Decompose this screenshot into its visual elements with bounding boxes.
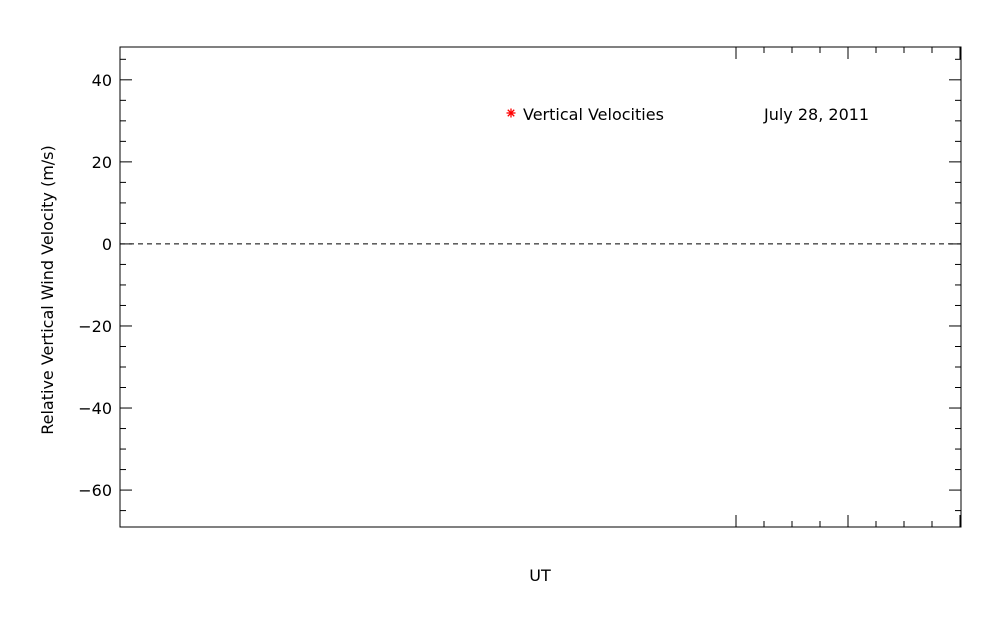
y-tick-label: −60 [78, 481, 112, 500]
x-axis-label: UT [529, 566, 551, 585]
y-axis-label: Relative Vertical Wind Velocity (m/s) [38, 145, 57, 435]
plot-frame [119, 46, 962, 528]
legend-marker-symbol [506, 108, 516, 118]
y-tick-label: −40 [78, 399, 112, 418]
x-axis: 220246810 [735, 47, 961, 527]
date-annotation: July 28, 2011 [763, 105, 869, 124]
legend-label: Vertical Velocities [523, 105, 664, 124]
y-tick-label: −20 [78, 317, 112, 336]
legend: Vertical Velocities [506, 105, 664, 124]
y-tick-label: 40 [92, 71, 112, 90]
y-tick-label: 0 [102, 235, 112, 254]
legend-marker [506, 108, 516, 118]
y-axis: 40 20 0 −20 −40 −60 [78, 58, 961, 512]
y-tick-label: 20 [92, 153, 112, 172]
